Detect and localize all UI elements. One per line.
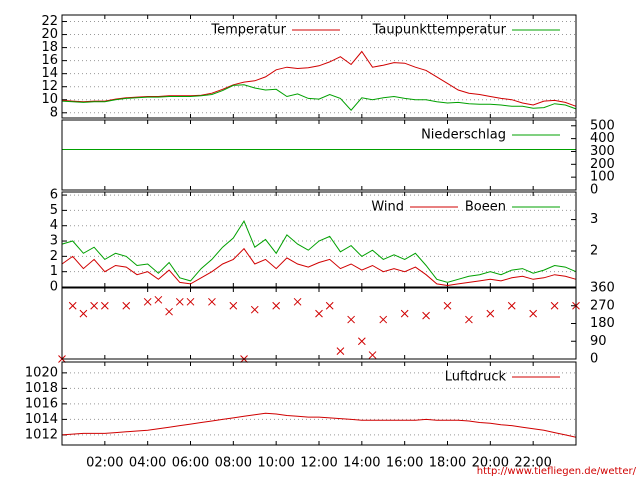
x-tick-label: 02:00 — [86, 456, 123, 471]
point — [293, 297, 302, 306]
point — [465, 315, 473, 324]
y-tick-label: 1014 — [25, 412, 58, 427]
point — [175, 297, 184, 306]
y-tick-label: 6 — [50, 188, 58, 203]
x-tick-label: 20:00 — [472, 456, 509, 471]
point — [143, 297, 152, 306]
y-tick-label: 200 — [590, 157, 615, 172]
point — [422, 311, 430, 320]
y-tick-label: 8 — [50, 105, 58, 120]
point — [250, 305, 259, 314]
point — [154, 295, 163, 304]
y-tick-label: 12 — [41, 79, 58, 94]
legend-label: Wind — [371, 200, 404, 215]
point — [368, 351, 377, 359]
panel-frame — [61, 119, 577, 191]
point — [122, 301, 131, 310]
point — [443, 301, 452, 310]
y-tick-label: 18 — [41, 40, 58, 55]
point — [325, 301, 334, 310]
y-tick-label: 180 — [590, 316, 615, 331]
y-tick-label: 14 — [41, 66, 58, 81]
point — [165, 307, 173, 316]
point — [550, 301, 559, 310]
footer-link: http://www.tiefliegen.de/wetter/ — [477, 466, 637, 477]
y-tick-label: 20 — [41, 27, 58, 42]
point — [400, 309, 409, 318]
series-line — [61, 220, 577, 283]
y-tick-label: 0 — [590, 352, 598, 367]
y-tick-label: 500 — [590, 118, 615, 133]
x-tick-label: 18:00 — [429, 456, 466, 471]
point — [486, 309, 495, 318]
point — [529, 309, 538, 318]
x-tick-label: 16:00 — [386, 456, 423, 471]
point — [229, 301, 238, 310]
x-tick-label: 22:00 — [514, 456, 551, 471]
y-tick-label: 300 — [590, 144, 615, 159]
point — [379, 315, 388, 324]
point — [507, 301, 516, 310]
panel-frame — [61, 14, 577, 119]
legend-label: Luftdruck — [445, 370, 507, 385]
y-tick-label: 4 — [50, 218, 58, 233]
point — [315, 309, 323, 318]
legend-label: Boeen — [465, 200, 506, 215]
panel-frame — [61, 191, 577, 288]
point — [208, 297, 216, 306]
point — [90, 301, 98, 310]
series-line — [61, 247, 577, 287]
y-tick-label: 22 — [41, 14, 58, 29]
y-tick-label: 2 — [50, 249, 58, 264]
y-tick-label: 10 — [41, 92, 58, 107]
legend-label: Niederschlag — [421, 128, 506, 143]
legend-label: Temperatur — [210, 23, 286, 38]
panel-frame — [61, 287, 577, 360]
point — [357, 337, 366, 346]
point — [100, 301, 109, 310]
x-tick-label: 10:00 — [257, 456, 294, 471]
y2-tick-label: 2 — [590, 243, 598, 258]
point — [336, 347, 345, 355]
x-tick-label: 14:00 — [343, 456, 380, 471]
y-tick-label: 100 — [590, 170, 615, 185]
y-tick-label: 1020 — [25, 365, 58, 380]
y-tick-label: 0 — [590, 183, 598, 198]
y-tick-label: 400 — [590, 131, 615, 146]
y2-tick-label: 3 — [590, 212, 598, 227]
point — [347, 315, 355, 324]
x-tick-label: 12:00 — [300, 456, 337, 471]
y-tick-label: 90 — [590, 334, 607, 349]
x-tick-label: 06:00 — [172, 456, 209, 471]
point — [79, 309, 88, 318]
y-tick-label: 270 — [590, 298, 615, 313]
y-tick-label: 0 — [50, 280, 58, 295]
y-tick-label: 16 — [41, 53, 58, 68]
y-tick-label: 360 — [590, 281, 615, 296]
y-tick-label: 1 — [50, 264, 58, 279]
y-tick-label: 3 — [50, 234, 58, 249]
series-line — [61, 84, 577, 111]
y-tick-label: 1016 — [25, 396, 58, 411]
x-tick-label: 08:00 — [215, 456, 252, 471]
y-tick-label: 5 — [50, 203, 58, 218]
x-tick-label: 04:00 — [129, 456, 166, 471]
legend-label: Taupunkttemperatur — [372, 23, 507, 38]
y-tick-label: 1012 — [25, 427, 58, 442]
y-tick-label: 1018 — [25, 381, 58, 396]
point — [68, 301, 77, 310]
series-line — [61, 50, 577, 107]
point — [186, 297, 195, 306]
series-line — [61, 412, 577, 438]
point — [272, 301, 281, 310]
panel-frame — [61, 361, 577, 446]
